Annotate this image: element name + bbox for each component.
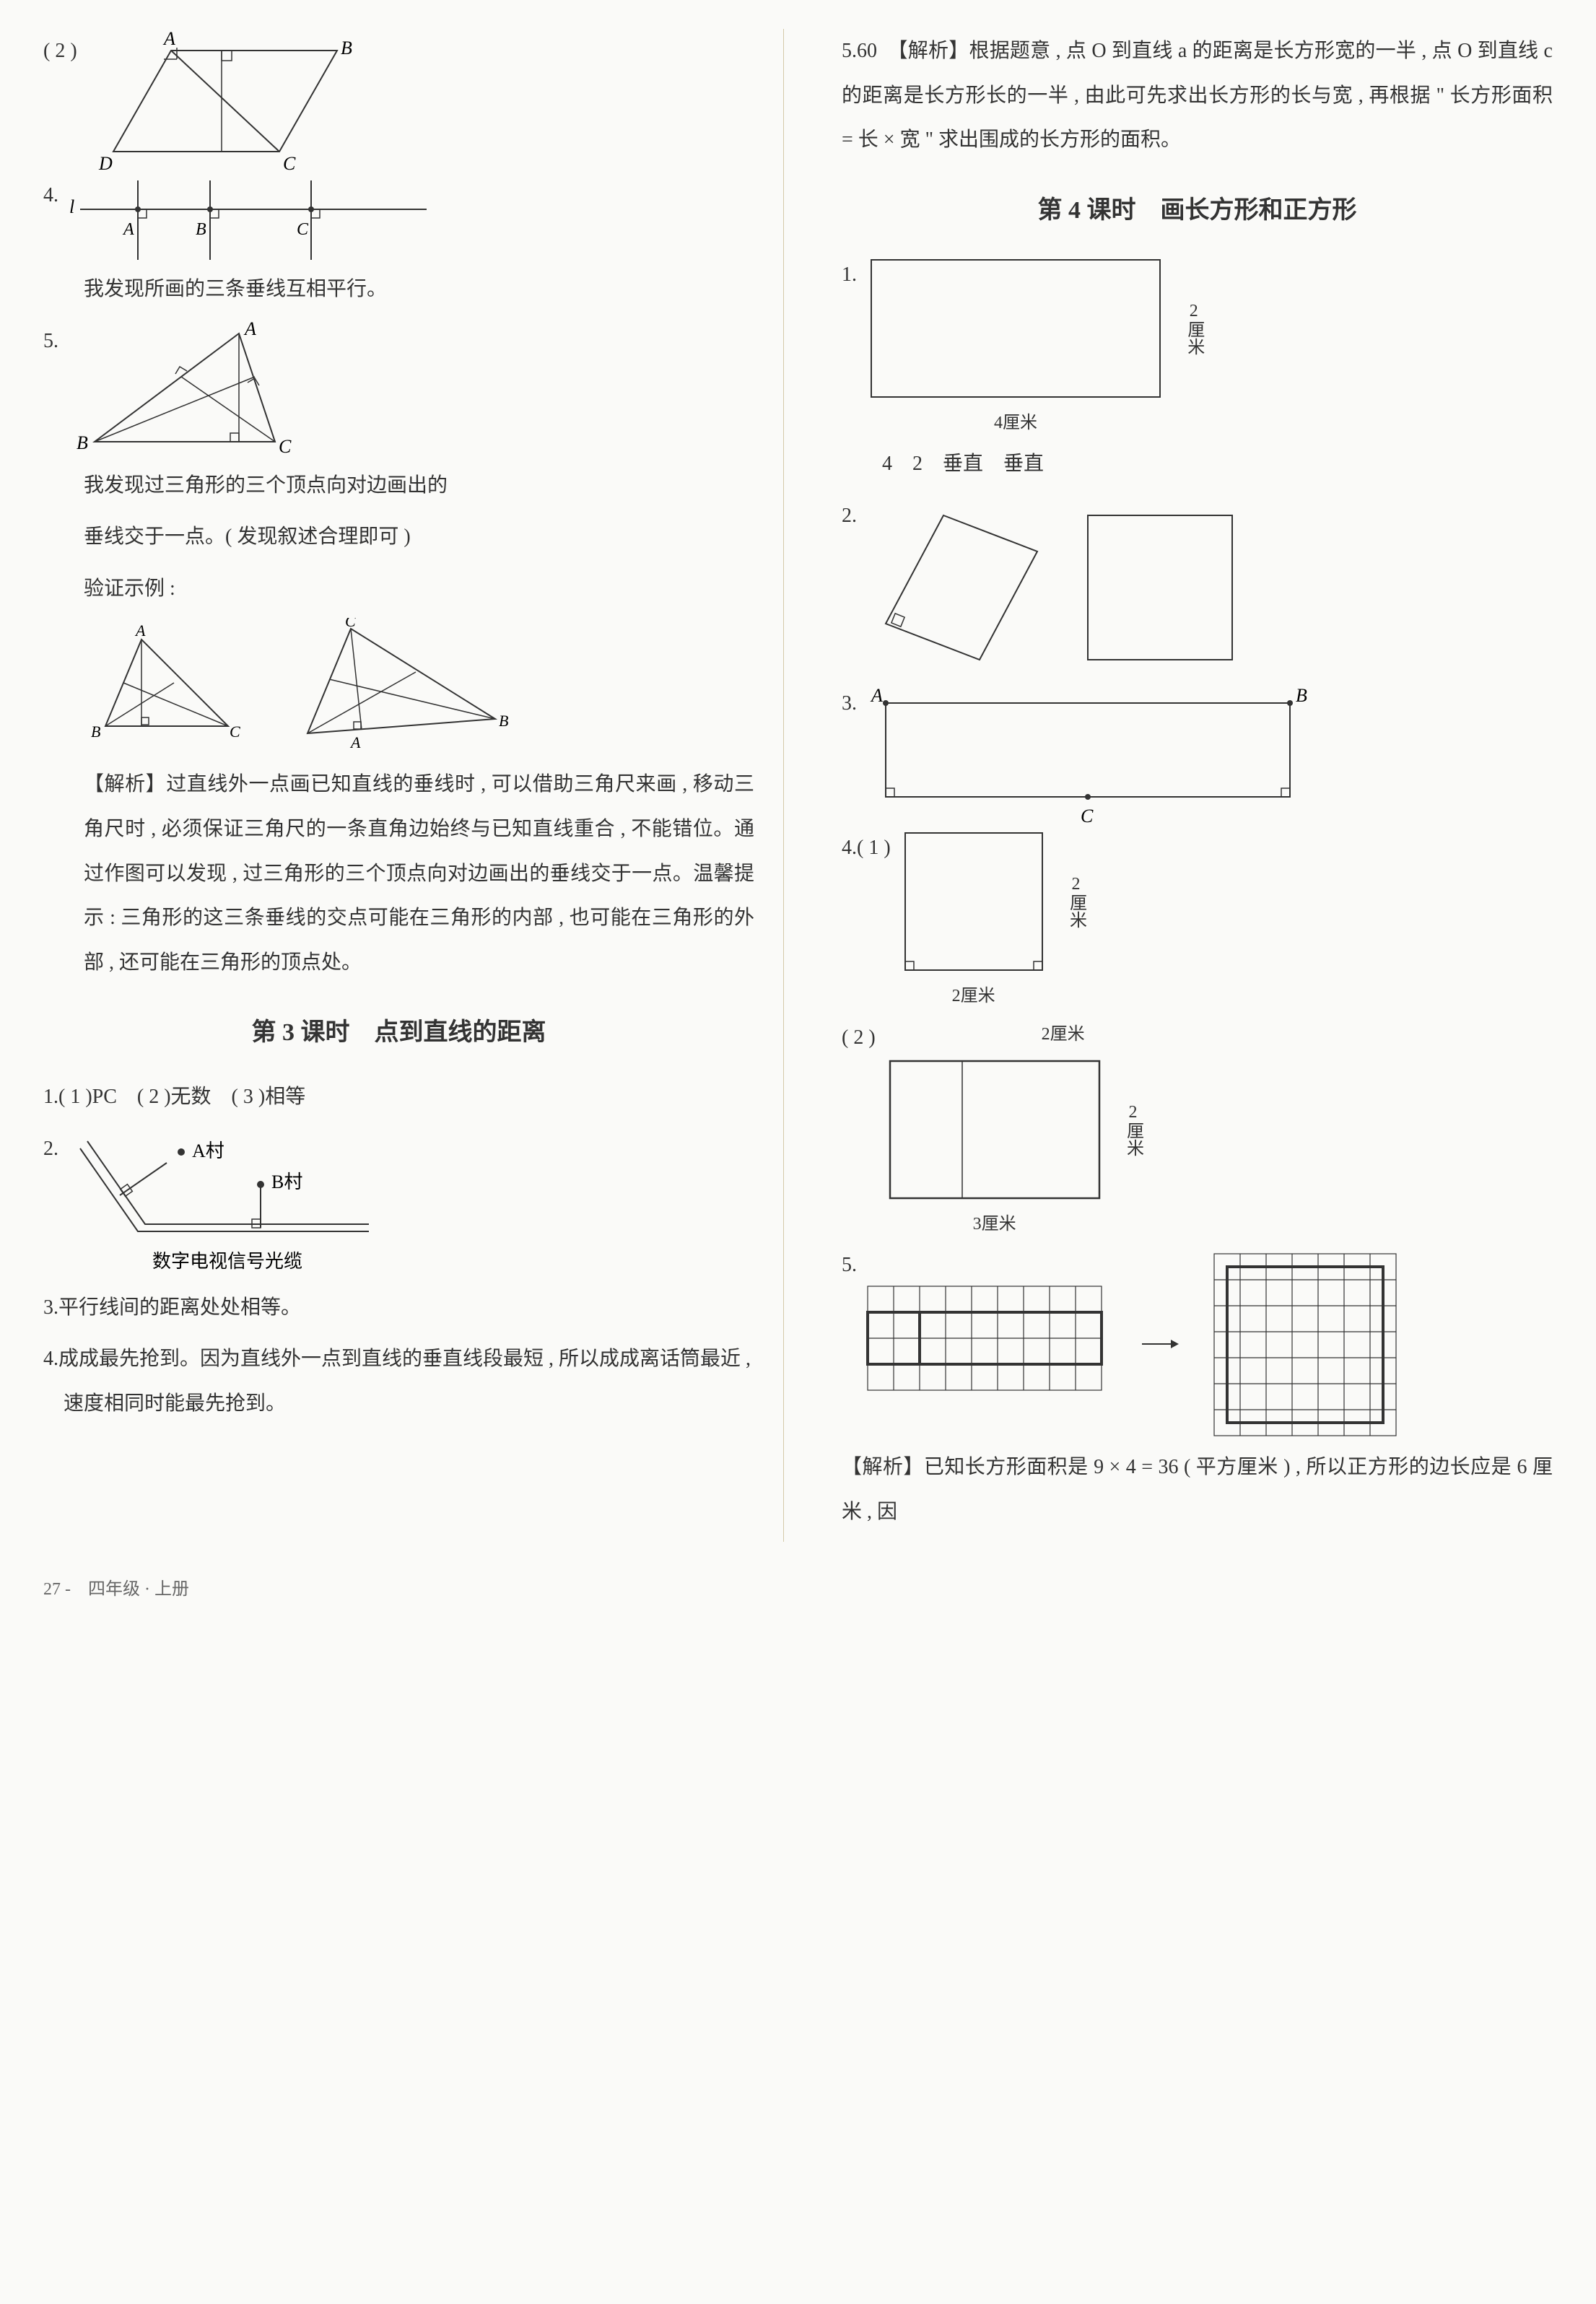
s4q4-1-h: 2厘米 — [1057, 875, 1095, 928]
s4q2-fig1 — [864, 501, 1052, 674]
s4q5-row: 5. — [842, 1243, 1553, 1445]
verify-label: 验证示例 : — [84, 567, 175, 611]
q2-diagram: A B C D — [84, 29, 373, 173]
q4-num: 4. — [43, 173, 58, 218]
section3-title: 第 3 课时 点到直线的距离 — [43, 1006, 754, 1060]
analysis1: 【解析】过直线外一点画已知直线的垂线时 , 可以借助三角尺来画 , 移动三角尺时… — [43, 762, 754, 985]
s4q4-2-svg — [883, 1054, 1107, 1205]
s4q4-2-h: 2厘米 — [1114, 1103, 1152, 1156]
label-A4: A — [122, 220, 134, 239]
label-C4: C — [297, 220, 309, 239]
s4q3-C: C — [1081, 806, 1094, 826]
s4q3-A: A — [870, 685, 883, 706]
section4-title: 第 4 课时 画长方形和正方形 — [842, 184, 1553, 238]
s4q2-num: 2. — [842, 494, 857, 538]
s4q1-w: 4厘米 — [864, 404, 1167, 442]
s4q4-2-fig: 2厘米 2厘米 3厘米 — [883, 1016, 1152, 1244]
verify-fig1: A B C — [84, 625, 250, 748]
label-Avillage: A村 — [192, 1140, 224, 1161]
q2-num: ( 2 ) — [43, 29, 77, 74]
s4q3-diagram: A B C — [864, 681, 1312, 826]
label-A5: A — [243, 319, 256, 339]
label-B: B — [341, 38, 352, 58]
s4q1-fig: 2厘米 4厘米 — [864, 253, 1213, 442]
q5-row: 5. A B C — [43, 319, 754, 463]
s4q5-grid1 — [864, 1283, 1109, 1405]
s4q4-2-wbot: 3厘米 — [883, 1205, 1107, 1244]
s4q4-1-w: 2厘米 — [898, 977, 1050, 1016]
q2-row: ( 2 ) A B C D — [43, 29, 754, 173]
verify-fig2: C A B — [279, 618, 510, 755]
svg-text:C: C — [230, 723, 240, 741]
s4q5-figs — [864, 1250, 1427, 1438]
s4q1-row: 1. 2厘米 4厘米 — [842, 253, 1553, 442]
analysis2: 【解析】已知长方形面积是 9 × 4 = 36 ( 平方厘米 ) , 所以正方形… — [842, 1445, 1553, 1534]
q4-diagram: l A B C — [66, 173, 441, 267]
svg-text:A: A — [134, 625, 146, 640]
label-Bvillage: B村 — [271, 1171, 302, 1192]
s3q2-diagram: A村 B村 数字电视信号光缆 — [66, 1127, 391, 1286]
verify-row: 验证示例 : — [43, 567, 754, 611]
s4q4-1-row: 4.( 1 ) 2厘米 2厘米 — [842, 826, 1553, 1016]
s4q1-h: 2厘米 — [1174, 302, 1213, 355]
left-column: ( 2 ) A B C D 4. l — [43, 29, 784, 1542]
s4q2-row: 2. — [842, 494, 1553, 681]
s4q5-grid2 — [1211, 1250, 1427, 1438]
s4q4-1-svg — [898, 826, 1050, 977]
q5-diagram: A B C — [66, 319, 326, 463]
q4-finding: 我发现所画的三条垂线互相平行。 — [43, 267, 754, 312]
label-D: D — [98, 153, 113, 173]
s3q5-block: 5.60 【解析】根据题意 , 点 O 到直线 a 的距离是长方形宽的一半 , … — [842, 29, 1553, 162]
s4q1-num: 1. — [842, 253, 857, 297]
label-l: l — [69, 196, 74, 217]
label-B4: B — [196, 220, 206, 239]
s4q3-row: 3. A B C — [842, 681, 1553, 826]
label-A: A — [162, 29, 175, 49]
s4q3-num: 3. — [842, 681, 857, 726]
right-column: 5.60 【解析】根据题意 , 点 O 到直线 a 的距离是长方形宽的一半 , … — [842, 29, 1553, 1542]
cable-label: 数字电视信号光缆 — [152, 1251, 302, 1272]
s4q1-ans: 4 2 垂直 垂直 — [842, 442, 1553, 486]
s4q4-1-num: 4.( 1 ) — [842, 826, 891, 870]
s4q4-2-num: ( 2 ) — [842, 1016, 876, 1060]
page-container: ( 2 ) A B C D 4. l — [43, 29, 1553, 1542]
verify-figs: A B C C A B — [43, 618, 754, 755]
svg-text:B: B — [91, 723, 100, 741]
q5-finding1: 我发现过三角形的三个顶点向对边画出的 — [43, 463, 754, 508]
s3q4: 4.成成最先抢到。因为直线外一点到直线的垂直线段最短 , 所以成成离话筒最近 ,… — [43, 1337, 754, 1426]
label-B5: B — [77, 432, 88, 453]
s3q5-text: 【解析】根据题意 , 点 O 到直线 a 的距离是长方形宽的一半 , 点 O 到… — [842, 40, 1553, 151]
svg-text:A: A — [349, 733, 361, 751]
s3q3: 3.平行线间的距离处处相等。 — [43, 1286, 754, 1330]
s4q1-svg — [864, 253, 1167, 404]
label-C5: C — [279, 436, 292, 457]
s4q4-1-fig: 2厘米 2厘米 — [898, 826, 1095, 1016]
s4q3-B: B — [1296, 685, 1307, 706]
s4q4-2-wtop: 2厘米 — [883, 1016, 1107, 1054]
s4q2-figs — [864, 501, 1239, 674]
s3q2-num: 2. — [43, 1127, 58, 1171]
s4q2-fig2 — [1081, 508, 1239, 667]
s3q5-num: 5.60 — [842, 40, 877, 62]
page-footer: 27 - 四年级 · 上册 — [43, 1571, 1553, 1609]
svg-text:C: C — [345, 618, 356, 630]
s3q2-row: 2. A村 B村 数字电视信号光缆 — [43, 1127, 754, 1286]
q4-row: 4. l A B C — [43, 173, 754, 267]
label-C: C — [283, 153, 296, 173]
q5-finding2: 垂线交于一点。( 发现叙述合理即可 ) — [43, 515, 754, 559]
arrow-icon — [1138, 1330, 1182, 1358]
s4q5-num: 5. — [842, 1243, 857, 1288]
q5-num: 5. — [43, 319, 58, 364]
s4q4-2-row: ( 2 ) 2厘米 2厘米 3厘米 — [842, 1016, 1553, 1244]
s3q1: 1.( 1 )PC ( 2 )无数 ( 3 )相等 — [43, 1075, 754, 1120]
svg-text:B: B — [499, 712, 508, 730]
